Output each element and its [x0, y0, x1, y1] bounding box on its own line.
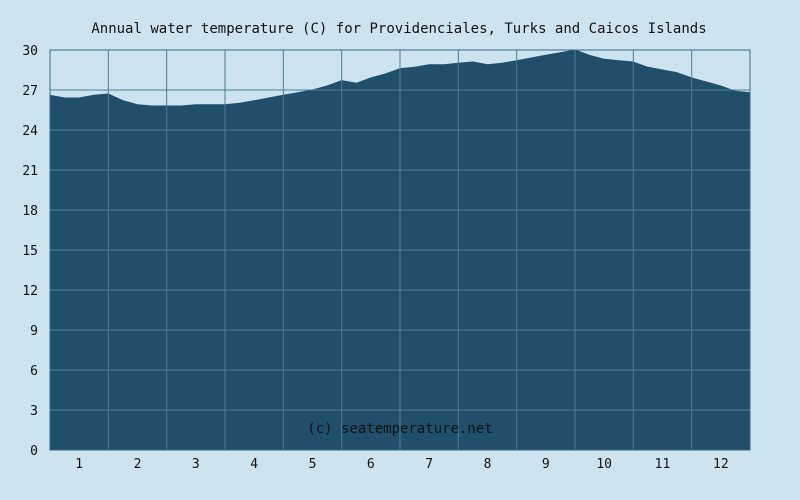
x-axis: 1 2 3 4 5 6 7 8 9 10 11 12: [75, 457, 728, 472]
y-axis: 0 3 6 9 12 15 18 21 24 27 30: [22, 44, 38, 459]
chart-title: Annual water temperature (C) for Provide…: [91, 21, 706, 37]
x-tick-label: 3: [192, 457, 200, 472]
y-tick-label: 30: [22, 44, 38, 59]
x-tick-label: 1: [75, 457, 83, 472]
x-tick-label: 8: [484, 457, 492, 472]
y-tick-label: 21: [22, 164, 38, 179]
y-tick-label: 3: [30, 404, 38, 419]
y-tick-label: 0: [30, 444, 38, 459]
grid-layer: [50, 50, 750, 450]
x-tick-label: 12: [713, 457, 729, 472]
x-tick-label: 11: [655, 457, 671, 472]
x-tick-label: 7: [425, 457, 433, 472]
x-tick-label: 2: [134, 457, 142, 472]
y-tick-label: 24: [22, 124, 38, 139]
x-tick-label: 4: [250, 457, 258, 472]
y-tick-label: 6: [30, 364, 38, 379]
x-tick-label: 5: [309, 457, 317, 472]
y-tick-label: 9: [30, 324, 38, 339]
x-tick-label: 6: [367, 457, 375, 472]
x-tick-label: 10: [596, 457, 612, 472]
y-tick-label: 18: [22, 204, 38, 219]
credit-text: (c) seatemperature.net: [307, 421, 492, 437]
y-tick-label: 27: [22, 84, 38, 99]
y-tick-label: 12: [22, 284, 38, 299]
plot-border: [49, 49, 751, 451]
y-tick-label: 15: [22, 244, 38, 259]
x-tick-label: 9: [542, 457, 550, 472]
